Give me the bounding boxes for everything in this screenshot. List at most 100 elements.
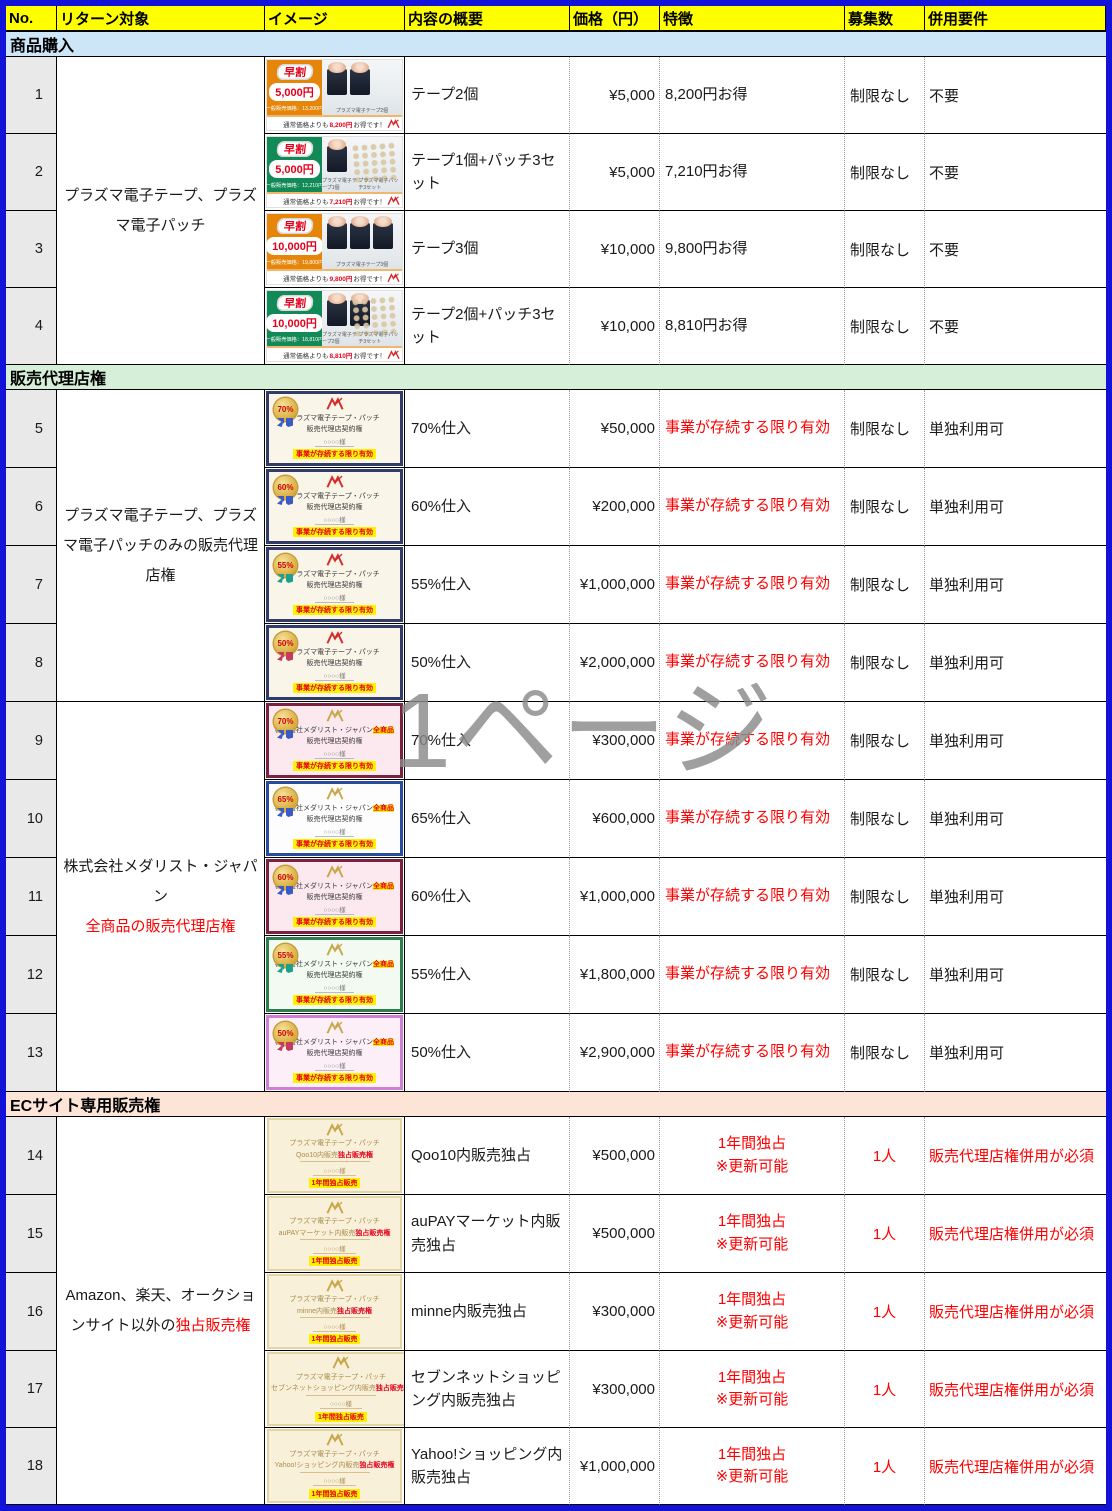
summary-cell[interactable]: セブンネットショッピング内販売独占 <box>405 1351 570 1428</box>
row-number-cell[interactable]: 10 <box>6 780 57 858</box>
row-number-cell[interactable]: 14 <box>6 1117 57 1195</box>
price-cell[interactable]: ¥600,000 <box>570 780 660 858</box>
row-number-cell[interactable]: 3 <box>6 211 57 288</box>
certificate-image-row18[interactable]: プラズマ電子テープ・パッチ Yahoo!ショッピング内販売独占販売権 ○○○○様… <box>265 1428 405 1505</box>
summary-cell[interactable]: テープ2個+パッチ3セット <box>405 288 570 365</box>
row-number-cell[interactable]: 1 <box>6 57 57 134</box>
row-number-cell[interactable]: 18 <box>6 1428 57 1505</box>
price-cell[interactable]: ¥1,000,000 <box>570 546 660 624</box>
capacity-cell[interactable]: 1人 <box>845 1117 925 1195</box>
requirement-cell[interactable]: 不要 <box>925 288 1106 365</box>
feature-cell[interactable]: 事業が存続する限り有効 <box>660 702 845 780</box>
target-cell-group3[interactable]: 株式会社メダリスト・ジャパン 全商品の販売代理店権 <box>57 702 265 1092</box>
requirement-cell[interactable]: 販売代理店権併用が必須 <box>925 1428 1106 1505</box>
row-number-cell[interactable]: 11 <box>6 858 57 936</box>
summary-cell[interactable]: Yahoo!ショッピング内販売独占 <box>405 1428 570 1505</box>
requirement-cell[interactable]: 単独利用可 <box>925 858 1106 936</box>
feature-cell[interactable]: 1年間独占 ※更新可能 <box>660 1195 845 1273</box>
capacity-cell[interactable]: 1人 <box>845 1195 925 1273</box>
price-cell[interactable]: ¥300,000 <box>570 1273 660 1351</box>
capacity-cell[interactable]: 制限なし <box>845 780 925 858</box>
capacity-cell[interactable]: 1人 <box>845 1351 925 1428</box>
capacity-cell[interactable]: 制限なし <box>845 1014 925 1092</box>
requirement-cell[interactable]: 不要 <box>925 57 1106 134</box>
certificate-image-row6[interactable]: 60% プラズマ電子テープ・パッチ 販売代理店契約権 ○○○○様 事業が存続する… <box>265 468 405 546</box>
feature-cell[interactable]: 8,810円お得 <box>660 288 845 365</box>
capacity-cell[interactable]: 制限なし <box>845 468 925 546</box>
section-header-product-purchase[interactable]: 商品購入 <box>6 32 1106 57</box>
requirement-cell[interactable]: 単独利用可 <box>925 702 1106 780</box>
summary-cell[interactable]: 55%仕入 <box>405 546 570 624</box>
row-number-cell[interactable]: 5 <box>6 390 57 468</box>
feature-cell[interactable]: 1年間独占 ※更新可能 <box>660 1117 845 1195</box>
section-header-ec-rights[interactable]: ECサイト専用販売権 <box>6 1092 1106 1117</box>
summary-cell[interactable]: 50%仕入 <box>405 624 570 702</box>
requirement-cell[interactable]: 販売代理店権併用が必須 <box>925 1351 1106 1428</box>
feature-cell[interactable]: 1年間独占 ※更新可能 <box>660 1428 845 1505</box>
column-header-image[interactable]: イメージ <box>265 6 405 32</box>
row-number-cell[interactable]: 6 <box>6 468 57 546</box>
capacity-cell[interactable]: 制限なし <box>845 390 925 468</box>
row-number-cell[interactable]: 15 <box>6 1195 57 1273</box>
summary-cell[interactable]: 70%仕入 <box>405 390 570 468</box>
feature-cell[interactable]: 8,200円お得 <box>660 57 845 134</box>
price-cell[interactable]: ¥500,000 <box>570 1195 660 1273</box>
feature-cell[interactable]: 事業が存続する限り有効 <box>660 1014 845 1092</box>
summary-cell[interactable]: minne内販売独占 <box>405 1273 570 1351</box>
banner-image-row4[interactable]: 早割 10,000円 一般販売価格：18,810円 プラズマ電子テープ2個 プラズ… <box>265 288 405 365</box>
requirement-cell[interactable]: 不要 <box>925 211 1106 288</box>
column-header-feature[interactable]: 特徴 <box>660 6 845 32</box>
summary-cell[interactable]: テープ1個+パッチ3セット <box>405 134 570 211</box>
price-cell[interactable]: ¥50,000 <box>570 390 660 468</box>
requirement-cell[interactable]: 販売代理店権併用が必須 <box>925 1117 1106 1195</box>
feature-cell[interactable]: 事業が存続する限り有効 <box>660 780 845 858</box>
banner-image-row1[interactable]: 早割 5,000円 一般販売価格：13,200円 プラズマ電子テープ2個 通常価… <box>265 57 405 134</box>
target-cell-group4[interactable]: Amazon、楽天、オークションサイト以外の独占販売権 <box>57 1117 265 1505</box>
column-header-price[interactable]: 価格（円） <box>570 6 660 32</box>
column-header-requirement[interactable]: 併用要件 <box>925 6 1106 32</box>
summary-cell[interactable]: 70%仕入 <box>405 702 570 780</box>
target-cell-group1[interactable]: プラズマ電子テープ、プラズマ電子パッチ <box>57 57 265 365</box>
capacity-cell[interactable]: 制限なし <box>845 546 925 624</box>
banner-image-row3[interactable]: 早割 10,000円 一般販売価格：19,800円 プラズマ電子テープ3個 通常… <box>265 211 405 288</box>
certificate-image-row9[interactable]: 70% 株式会社メダリスト・ジャパン全商品 販売代理店契約権 ○○○○様 事業が… <box>265 702 405 780</box>
price-cell[interactable]: ¥1,800,000 <box>570 936 660 1014</box>
price-cell[interactable]: ¥2,900,000 <box>570 1014 660 1092</box>
row-number-cell[interactable]: 13 <box>6 1014 57 1092</box>
price-cell[interactable]: ¥5,000 <box>570 57 660 134</box>
requirement-cell[interactable]: 単独利用可 <box>925 1014 1106 1092</box>
target-cell-group2[interactable]: プラズマ電子テープ、プラズマ電子パッチのみの販売代理店権 <box>57 390 265 702</box>
requirement-cell[interactable]: 単独利用可 <box>925 780 1106 858</box>
feature-cell[interactable]: 1年間独占 ※更新可能 <box>660 1351 845 1428</box>
requirement-cell[interactable]: 単独利用可 <box>925 390 1106 468</box>
banner-image-row2[interactable]: 早割 5,000円 一般販売価格：12,210円 プラズマ電子テープ1個 プラズマ… <box>265 134 405 211</box>
capacity-cell[interactable]: 1人 <box>845 1428 925 1505</box>
certificate-image-row11[interactable]: 60% 株式会社メダリスト・ジャパン全商品 販売代理店契約権 ○○○○様 事業が… <box>265 858 405 936</box>
requirement-cell[interactable]: 単独利用可 <box>925 936 1106 1014</box>
price-cell[interactable]: ¥200,000 <box>570 468 660 546</box>
feature-cell[interactable]: 事業が存続する限り有効 <box>660 546 845 624</box>
capacity-cell[interactable]: 制限なし <box>845 702 925 780</box>
feature-cell[interactable]: 事業が存続する限り有効 <box>660 390 845 468</box>
row-number-cell[interactable]: 12 <box>6 936 57 1014</box>
certificate-image-row12[interactable]: 55% 株式会社メダリスト・ジャパン全商品 販売代理店契約権 ○○○○様 事業が… <box>265 936 405 1014</box>
capacity-cell[interactable]: 制限なし <box>845 211 925 288</box>
column-header-no[interactable]: No. <box>6 6 57 32</box>
feature-cell[interactable]: 9,800円お得 <box>660 211 845 288</box>
summary-cell[interactable]: 65%仕入 <box>405 780 570 858</box>
feature-cell[interactable]: 1年間独占 ※更新可能 <box>660 1273 845 1351</box>
row-number-cell[interactable]: 2 <box>6 134 57 211</box>
capacity-cell[interactable]: 1人 <box>845 1273 925 1351</box>
certificate-image-row8[interactable]: 50% プラズマ電子テープ・パッチ 販売代理店契約権 ○○○○様 事業が存続する… <box>265 624 405 702</box>
summary-cell[interactable]: 55%仕入 <box>405 936 570 1014</box>
row-number-cell[interactable]: 17 <box>6 1351 57 1428</box>
certificate-image-row16[interactable]: プラズマ電子テープ・パッチ minne内販売独占販売権 ○○○○様 1年間独占販… <box>265 1273 405 1351</box>
feature-cell[interactable]: 7,210円お得 <box>660 134 845 211</box>
certificate-image-row13[interactable]: 50% 株式会社メダリスト・ジャパン全商品 販売代理店契約権 ○○○○様 事業が… <box>265 1014 405 1092</box>
column-header-summary[interactable]: 内容の概要 <box>405 6 570 32</box>
certificate-image-row14[interactable]: プラズマ電子テープ・パッチ Qoo10内販売独占販売権 ○○○○様 1年間独占販… <box>265 1117 405 1195</box>
certificate-image-row15[interactable]: プラズマ電子テープ・パッチ auPAYマーケット内販売独占販売権 ○○○○様 1… <box>265 1195 405 1273</box>
column-header-target[interactable]: リターン対象 <box>57 6 265 32</box>
price-cell[interactable]: ¥2,000,000 <box>570 624 660 702</box>
capacity-cell[interactable]: 制限なし <box>845 57 925 134</box>
